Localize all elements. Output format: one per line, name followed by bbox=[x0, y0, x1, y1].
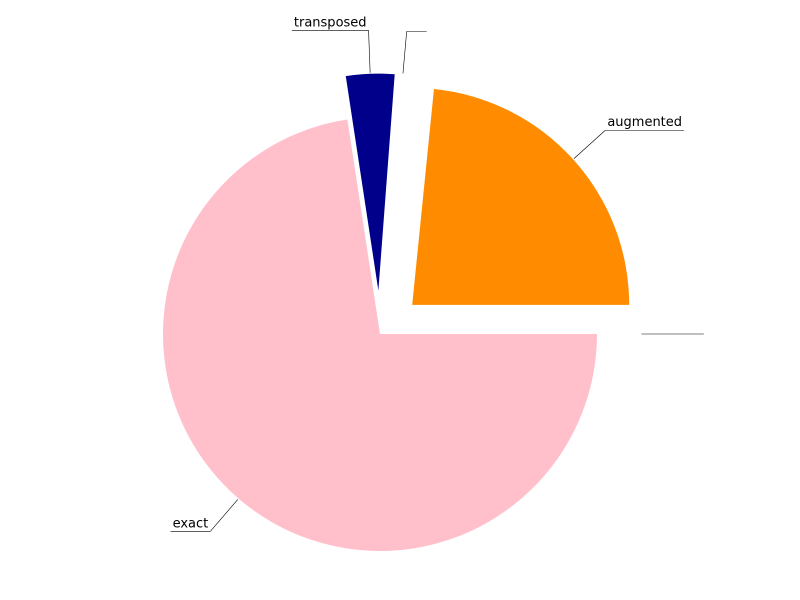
leader-line-transposed bbox=[368, 30, 371, 73]
slice-label-group-unlabeled-1 bbox=[402, 31, 427, 74]
slice-label-group-exact: exact bbox=[170, 499, 239, 532]
slice-label-group-augmented: augmented bbox=[573, 115, 685, 159]
slice-label-group-transposed: transposed bbox=[291, 15, 371, 73]
pie-slice-transposed bbox=[345, 73, 395, 291]
leader-line-exact bbox=[210, 499, 239, 532]
slices-layer bbox=[163, 73, 630, 551]
leader-line-augmented bbox=[573, 130, 606, 159]
slice-label-augmented: augmented bbox=[607, 115, 682, 130]
pie-slice-exact bbox=[163, 119, 598, 551]
pie-slice-unlabeled-1 bbox=[383, 74, 406, 291]
labels-layer: augmented transposed exact bbox=[170, 15, 704, 532]
slice-label-transposed: transposed bbox=[294, 15, 367, 30]
leader-line-unlabeled-1 bbox=[402, 31, 407, 74]
pie-slice-augmented bbox=[412, 88, 630, 305]
slice-label-exact: exact bbox=[173, 516, 209, 531]
